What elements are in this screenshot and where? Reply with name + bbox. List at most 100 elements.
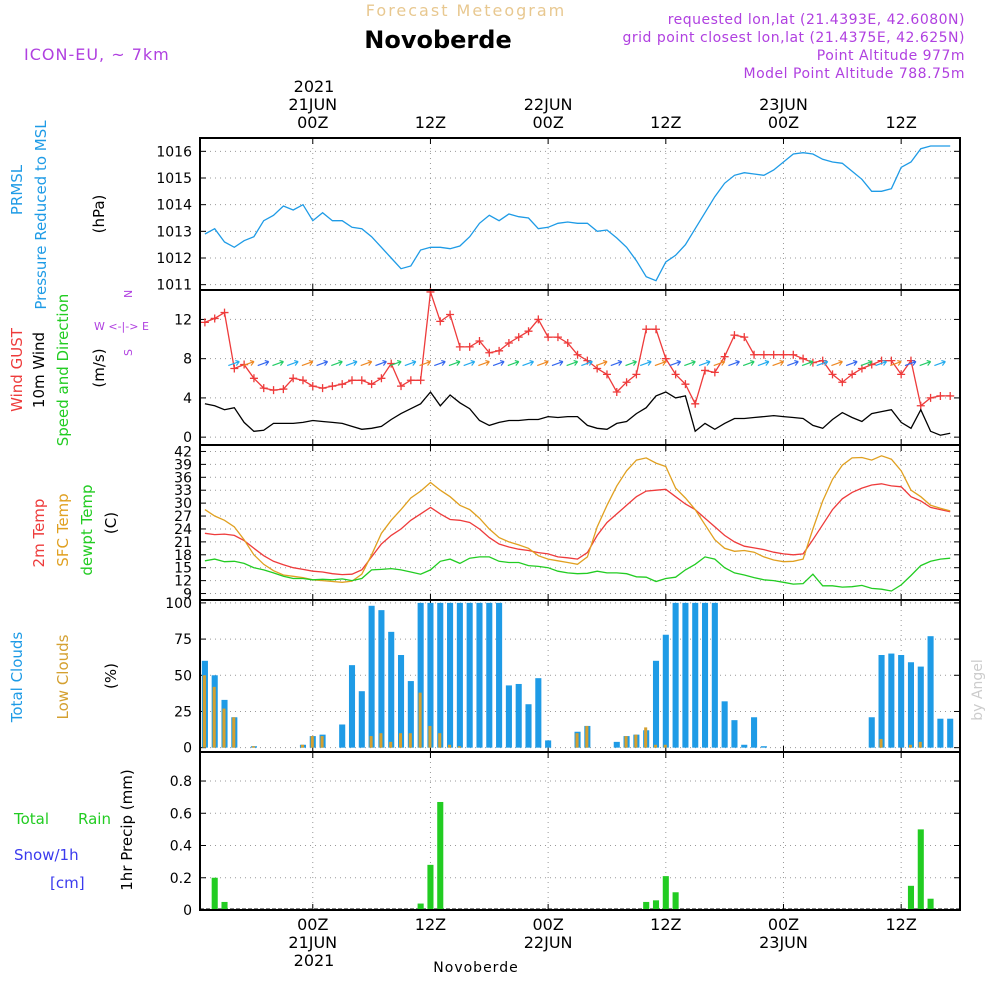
y-tick-label: 18 [174,548,192,564]
wind-arrow [360,359,373,367]
gust-marker [348,376,356,385]
bar-total-clouds [368,605,375,748]
top-date-label: 21JUN [288,95,337,114]
y-tick-label: 50 [174,668,192,684]
gust-marker [436,317,445,326]
bar-rain [652,900,660,910]
bar-total-clouds [652,660,660,748]
series-line-prmsl [204,145,951,282]
wind-arrow [478,359,490,367]
bar-total-clouds [339,724,346,748]
y-tick-label: 4 [183,391,192,407]
series-line-sfc-temp [204,455,951,583]
y-tick-label: 1014 [156,198,192,214]
wind-arrow [257,359,270,367]
y-tick-label: 0 [183,741,192,757]
bar-low-clouds [418,692,422,748]
gust-marker [377,374,386,383]
gust-marker [465,342,474,351]
gust-marker [220,308,229,317]
footer-name: Novoberde [433,960,518,976]
gust-marker [200,318,209,327]
bar-low-clouds [212,686,216,748]
y-tick-label: 100 [165,596,192,612]
wind-arrow [654,359,667,367]
panel-frame [199,599,961,753]
y-tick-label: 8 [183,352,192,368]
ylabel-low-clouds: Low Clouds [54,634,72,719]
bar-total-clouds [525,704,532,748]
bottom-time-label: 00Z [532,915,563,934]
bar-total-clouds [348,665,356,748]
wind-arrow [595,359,608,367]
gust-marker [514,333,523,342]
bar-total-clouds [682,602,689,748]
gridpoint-coords: grid point closest lon,lat (21.4375E, 42… [622,30,965,46]
bar-low-clouds [222,708,226,748]
bar-total-clouds [937,718,944,748]
wind-arrow [551,359,564,367]
point-altitude: Point Altitude 977m [817,48,965,64]
bar-rain [211,877,218,910]
gust-marker [279,385,288,394]
subtitle-text: Forecast Meteogram [366,1,566,20]
wind-arrow [581,359,593,367]
gust-marker [504,338,513,347]
bar-low-clouds [428,725,432,748]
wind-arrow [389,359,402,367]
gust-marker [642,325,651,334]
gust-marker [230,364,239,373]
wind-arrow [610,359,623,367]
gust-marker [406,376,415,385]
y-tick-label: 0.8 [170,774,192,790]
gust-marker [769,350,778,359]
bar-rain [643,901,650,910]
wind-arrow [698,359,711,367]
y-tick-label: 21 [174,535,192,551]
bottom-date-label: 23JUN [759,933,808,952]
gust-marker [828,370,837,379]
ylabel-gust: Wind GUST [8,327,26,412]
wind-arrow [772,359,785,367]
wind-arrow [316,359,329,367]
top-time-label: 00Z [297,113,328,132]
bottom-time-label: 00Z [297,915,328,934]
bar-total-clouds [898,655,905,748]
wind-arrow [419,359,432,367]
y-tick-label: 9 [183,587,192,603]
ylabel-total-clouds: Total Clouds [8,632,26,724]
y-tick-label: 15 [174,561,192,577]
gust-marker [622,378,631,387]
bar-total-clouds [476,602,483,748]
bar-total-clouds [741,744,748,748]
top-date-label: 23JUN [759,95,808,114]
side-label-snow: Snow/1h [14,846,79,864]
bar-total-clouds [888,653,895,748]
gust-marker [799,354,808,363]
wind-arrow [566,359,579,367]
bar-low-clouds [389,741,393,748]
panel-frame [199,289,961,446]
y-tick-label: 33 [174,483,192,499]
y-tick-label: 1011 [156,278,192,294]
wind-arrow [831,359,843,367]
gust-marker [887,356,896,365]
y-tick-label: 0 [183,903,192,919]
bar-low-clouds [644,727,648,748]
gust-marker [367,380,376,389]
series-line-10m-wind [204,390,951,436]
side-label-cm: [cm] [50,874,85,892]
bar-total-clouds [868,717,875,748]
panel-pressure: 1011 1012 1013 1014 1015 1016 [156,137,961,294]
wind-arrow [228,359,240,367]
bar-low-clouds [398,733,403,748]
bar-total-clouds [692,602,699,748]
bar-total-clouds [417,602,424,748]
page-title: Novoberde [364,26,511,54]
y-tick-label: 12 [174,312,192,328]
bottom-time-label: 12Z [415,915,446,934]
top-time-label: 12Z [650,113,681,132]
bar-total-clouds [388,631,395,748]
ylabel-pressure: Pressure Reduced to MSL [32,120,50,310]
